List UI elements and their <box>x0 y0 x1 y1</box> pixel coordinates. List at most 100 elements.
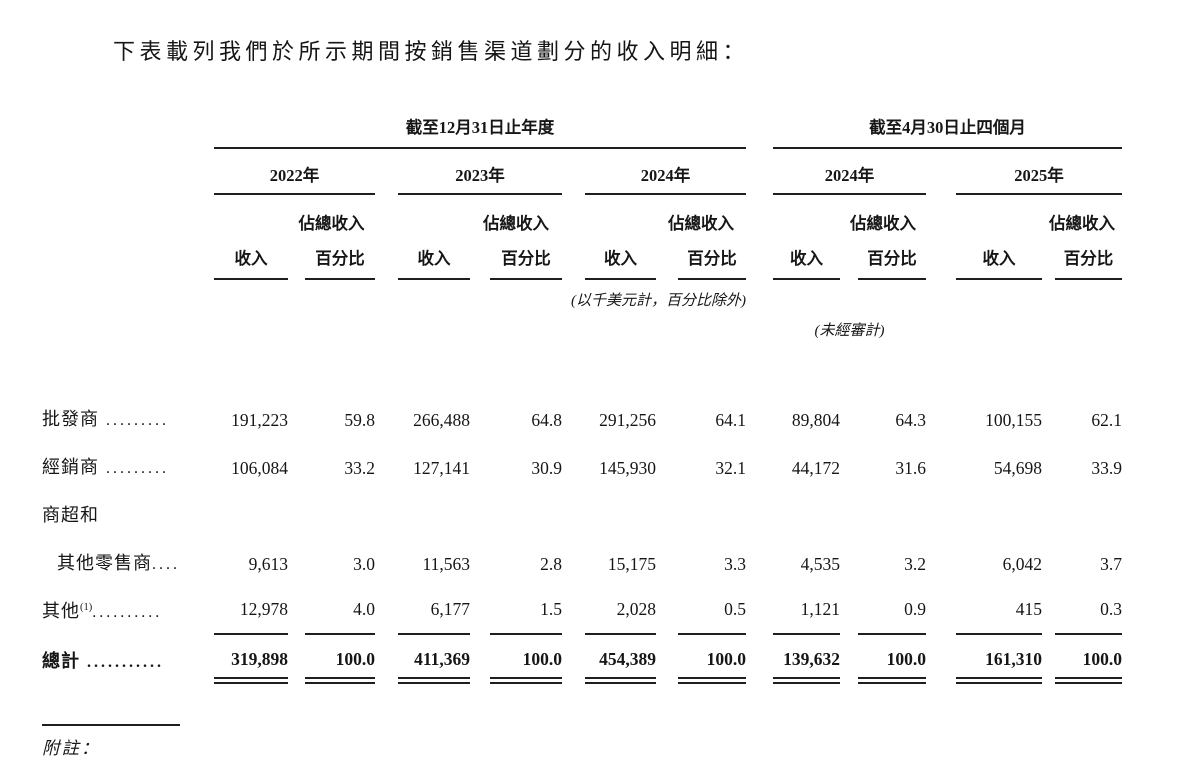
revenue-cell: 100,155 <box>985 410 1042 430</box>
year-header-row: 2022年 2023年 2024年 2024年 2025年 <box>42 148 1123 195</box>
pct-header-line1: 佔總收入 <box>483 214 549 233</box>
spacer <box>562 634 585 680</box>
revenue-col-header: 收入 <box>585 234 656 280</box>
spacer <box>656 634 678 680</box>
spacer <box>470 234 490 279</box>
spacer <box>42 112 214 148</box>
pct-cell: 100.0 <box>490 634 562 684</box>
pct-cell: 3.3 <box>724 554 746 574</box>
revenue-cell: 54,698 <box>993 458 1042 478</box>
spacer <box>214 490 1122 538</box>
pct-cell: 64.3 <box>895 410 926 430</box>
revenue-cell: 127,141 <box>413 458 470 478</box>
spacer <box>562 586 585 634</box>
spacer <box>562 194 585 234</box>
pct-header-line1: 佔總收入 <box>668 214 734 233</box>
spacer <box>746 586 773 634</box>
notes-divider <box>42 723 180 726</box>
pct-header-line1: 佔總收入 <box>298 214 365 233</box>
spacer <box>746 194 773 234</box>
period-header-annual: 截至12月31日止年度 <box>214 112 746 149</box>
pct-cell: 0.3 <box>1055 586 1123 635</box>
row-label-total: 總計 ........... <box>42 651 164 671</box>
revenue-by-channel-table: 截至12月31日止年度 截至4月30日止四個月 2022年 2023年 2024… <box>42 112 1123 684</box>
table-row-others: 其他(1).......... 12,978 4.0 6,177 1.5 2,0… <box>42 586 1123 635</box>
spacer <box>926 310 1122 340</box>
revenue-cell: 106,084 <box>231 458 288 478</box>
spacer <box>288 586 305 634</box>
revenue-cell: 139,632 <box>773 634 840 684</box>
spacer <box>375 148 398 194</box>
spacer <box>585 194 656 234</box>
spacer <box>1042 234 1055 279</box>
pct-cell: 33.2 <box>344 458 375 478</box>
revenue-cell: 191,223 <box>231 410 288 430</box>
row-label-wholesalers: 批發商 ......... <box>42 409 169 429</box>
pct-cell: 3.0 <box>353 554 375 574</box>
revenue-cell: 6,177 <box>398 586 470 635</box>
revenue-cell: 4,535 <box>800 554 840 574</box>
row-label-others: 其他(1).......... <box>42 601 163 621</box>
footnote-ref-1: (1) <box>80 602 93 613</box>
pct-cell: 100.0 <box>858 634 926 684</box>
spacer <box>288 234 305 279</box>
pct-cell: 3.2 <box>904 554 926 574</box>
revenue-cell: 12,978 <box>214 586 288 635</box>
spacer <box>746 634 773 680</box>
unaudited-note: (未經審計) <box>814 323 885 339</box>
spacer <box>42 340 1122 394</box>
column-subheader-row: 收入 百分比 收入 百分比 收入 百分比 收入 百分比 收入 百分比 <box>42 234 1123 280</box>
revenue-cell: 9,613 <box>248 554 288 574</box>
spacer <box>288 634 305 680</box>
spacer <box>926 148 956 194</box>
period-header-row: 截至12月31日止年度 截至4月30日止四個月 <box>42 112 1123 149</box>
revenue-col-header: 收入 <box>398 234 470 280</box>
pct-header-line1: 佔總收入 <box>1049 214 1115 233</box>
spacer <box>398 194 470 234</box>
spacer <box>773 194 840 234</box>
spacer <box>926 234 956 279</box>
row-label-other-retailers: 其他零售商.... <box>57 553 180 573</box>
spacer <box>746 234 773 279</box>
revenue-cell: 44,172 <box>791 458 840 478</box>
revenue-cell: 1,121 <box>773 586 840 635</box>
spacer <box>926 634 956 680</box>
pct-header-line1: 佔總收入 <box>850 214 916 233</box>
revenue-col-header: 收入 <box>214 234 288 280</box>
spacer <box>375 586 398 634</box>
pct-col-header: 百分比 <box>490 234 562 280</box>
revenue-cell: 415 <box>956 586 1042 635</box>
spacer-row <box>42 340 1122 394</box>
year-header-2024-interim: 2024年 <box>773 148 926 195</box>
spacer <box>42 148 214 194</box>
spacer <box>746 148 773 194</box>
revenue-cell: 291,256 <box>599 410 656 430</box>
revenue-col-header: 收入 <box>956 234 1042 280</box>
spacer <box>840 234 858 279</box>
spacer <box>42 310 773 340</box>
spacer <box>375 194 398 234</box>
year-header-2024: 2024年 <box>585 148 746 195</box>
spacer <box>42 234 214 279</box>
year-header-2023: 2023年 <box>398 148 562 195</box>
revenue-cell: 15,175 <box>607 554 656 574</box>
pct-col-header: 百分比 <box>305 234 375 280</box>
pct-cell: 64.8 <box>531 410 562 430</box>
revenue-cell: 454,389 <box>585 634 656 684</box>
unit-note-row: (以千美元計，百分比除外) <box>42 279 1122 310</box>
pct-cell: 32.1 <box>715 458 746 478</box>
pct-cell: 0.5 <box>678 586 746 635</box>
pct-cell: 30.9 <box>531 458 562 478</box>
notes-label: 附註： <box>42 737 101 758</box>
revenue-cell: 2,028 <box>585 586 656 635</box>
year-header-2025-interim: 2025年 <box>956 148 1123 195</box>
table-intro-text: 下表載列我們於所示期間按銷售渠道劃分的收入明細： <box>113 39 750 64</box>
unit-note: (以千美元計，百分比除外) <box>571 293 746 309</box>
pct-cell: 1.5 <box>490 586 562 635</box>
pct-cell: 64.1 <box>715 410 746 430</box>
spacer <box>562 148 585 194</box>
pct-cell: 100.0 <box>1055 634 1123 684</box>
spacer <box>214 194 288 234</box>
spacer <box>470 586 490 634</box>
